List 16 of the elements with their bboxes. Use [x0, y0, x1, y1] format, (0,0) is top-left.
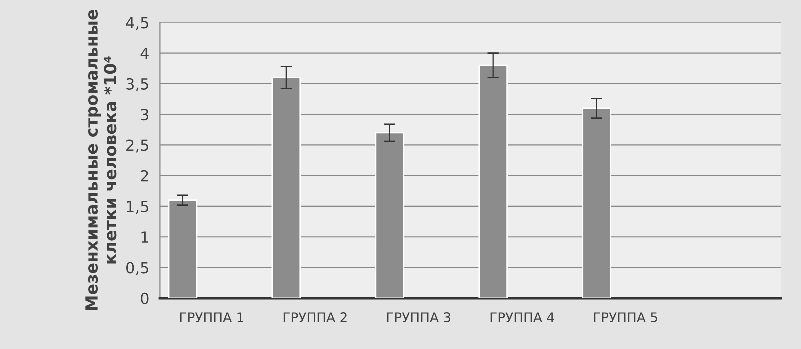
x-tick-label: ГРУППА 1	[180, 312, 244, 322]
x-tick-label: ГРУППА 5	[594, 312, 658, 322]
y-tick-label: 1,5	[127, 201, 148, 214]
y-axis-title: Мезенхимальные стромальные клетки человека *10⁴	[86, 10, 117, 310]
y-tick-label: 2,5	[126, 140, 148, 153]
y-tick-label: 2	[141, 170, 148, 182]
x-tick-label: ГРУППА 4	[490, 312, 554, 322]
x-tick-label: ГРУППА 3	[387, 312, 451, 322]
y-tick-label: 0,5	[126, 262, 148, 276]
x-tick-label: ГРУППА 2	[284, 312, 347, 322]
y-tick-label: 3	[141, 109, 149, 121]
y-tick-label: 0	[141, 292, 149, 304]
y-tick-label: 3,5	[126, 78, 148, 92]
y-tick-label: 1	[142, 232, 148, 243]
y-tick-label: 4,5	[126, 17, 148, 30]
y-tick-label: 4	[140, 48, 149, 60]
